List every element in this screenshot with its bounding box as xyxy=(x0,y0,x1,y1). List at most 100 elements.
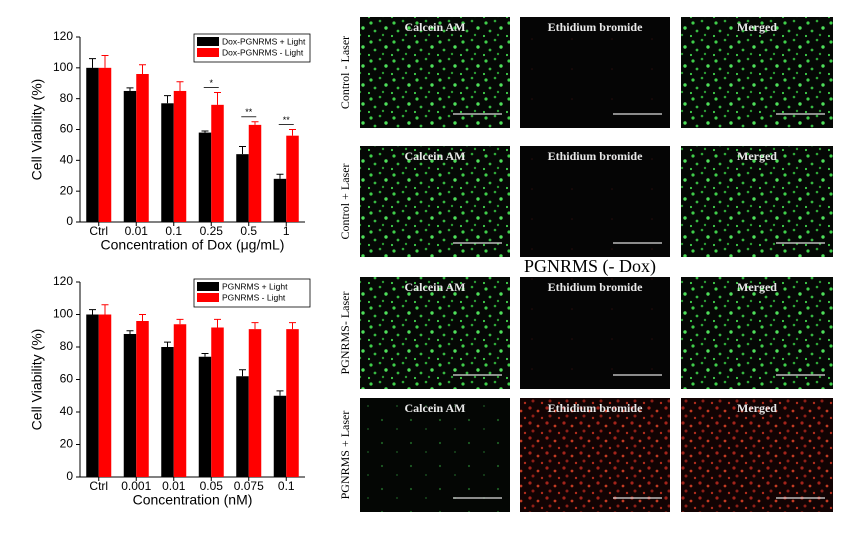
significance-mark: ** xyxy=(245,107,253,117)
legend-swatch xyxy=(197,48,219,57)
micrograph xyxy=(360,17,510,128)
bar xyxy=(86,67,99,222)
y-axis-label: Cell Viability (%) xyxy=(29,329,45,431)
error-bar xyxy=(289,322,296,330)
legend-swatch xyxy=(197,282,219,291)
y-tick-label: 100 xyxy=(53,60,73,74)
bar xyxy=(173,324,187,477)
bar xyxy=(136,74,149,222)
error-bar xyxy=(276,390,284,396)
bar xyxy=(236,376,249,477)
error-bar xyxy=(239,145,246,155)
error-bar xyxy=(101,55,109,68)
bar xyxy=(123,90,137,222)
panel-title: Calcein AM xyxy=(405,149,466,163)
bar xyxy=(136,321,149,477)
y-tick-label: 60 xyxy=(60,122,74,136)
bar xyxy=(86,314,99,477)
x-tick-label: 0.1 xyxy=(278,479,295,493)
error-bar xyxy=(139,64,146,74)
error-bar xyxy=(139,314,146,321)
y-tick-label: 80 xyxy=(60,91,74,105)
x-tick-label: 0.1 xyxy=(165,224,182,238)
micrograph xyxy=(520,277,670,389)
y-tick-label: 40 xyxy=(60,153,74,167)
y-tick-label: 120 xyxy=(53,29,73,43)
row-label: PGNRMS + Laser xyxy=(338,411,352,500)
error-bar xyxy=(276,173,284,179)
error-bar xyxy=(164,95,171,104)
micrograph xyxy=(360,146,510,257)
x-tick-label: 0.01 xyxy=(162,479,186,493)
micrograph xyxy=(681,398,833,512)
error-bar xyxy=(176,318,184,325)
panel-title: Ethidium bromide xyxy=(548,401,643,415)
x-axis-label: Concentration of Dox (μg/mL) xyxy=(101,237,285,253)
y-tick-label: 40 xyxy=(60,404,74,418)
error-bar xyxy=(176,81,184,91)
micrograph xyxy=(520,17,670,128)
bar xyxy=(161,347,174,477)
x-tick-label: Ctrl xyxy=(89,479,108,493)
x-tick-label: 1 xyxy=(283,224,290,238)
bar xyxy=(161,103,174,222)
error-bar xyxy=(201,353,209,357)
micrograph xyxy=(681,277,833,389)
legend-swatch xyxy=(197,293,219,302)
error-bar xyxy=(214,318,221,328)
micrograph xyxy=(681,17,833,128)
y-tick-label: 80 xyxy=(60,339,74,353)
panel-title: Merged xyxy=(737,280,777,294)
legend-swatch xyxy=(197,37,219,46)
panel-title: Ethidium bromide xyxy=(548,149,643,163)
y-tick-label: 0 xyxy=(66,214,73,228)
panel-title: Ethidium bromide xyxy=(548,20,643,34)
x-tick-label: 0.001 xyxy=(121,479,151,493)
significance-mark: * xyxy=(209,78,213,88)
y-tick-label: 100 xyxy=(53,307,73,321)
error-bar xyxy=(251,322,259,330)
bar xyxy=(248,124,262,222)
bar xyxy=(211,104,224,222)
bar xyxy=(236,154,249,222)
row-label: Control + Laser xyxy=(338,163,352,239)
error-bar xyxy=(89,58,96,68)
legend-label: PGNRMS + Light xyxy=(222,281,288,291)
y-tick-label: 20 xyxy=(60,183,74,197)
panel-title: Merged xyxy=(737,149,777,163)
bar xyxy=(248,329,262,477)
y-tick-label: 120 xyxy=(53,274,73,288)
micrograph xyxy=(520,146,670,257)
row-label: PGNRMS- Laser xyxy=(338,291,352,374)
error-bar xyxy=(239,369,246,377)
panel-title: Calcein AM xyxy=(405,280,466,294)
bar xyxy=(211,327,224,477)
bar xyxy=(123,334,137,477)
x-tick-label: 0.075 xyxy=(234,479,264,493)
micrograph xyxy=(520,398,670,512)
significance-mark: ** xyxy=(283,115,291,125)
legend-label: PGNRMS - Light xyxy=(222,292,286,302)
error-bar xyxy=(201,130,209,133)
bar xyxy=(98,314,112,477)
micrograph xyxy=(360,277,510,389)
x-axis-label: Concentration (nM) xyxy=(133,492,253,508)
y-axis-label: Cell Viability (%) xyxy=(29,79,45,181)
bar xyxy=(198,132,212,222)
bar xyxy=(173,90,187,222)
error-bar xyxy=(126,330,134,334)
y-tick-label: 0 xyxy=(66,469,73,483)
error-bar xyxy=(89,309,96,315)
error-bar xyxy=(289,129,296,136)
legend-label: Dox-PGNRMS + Light xyxy=(222,36,306,46)
x-tick-label: 0.01 xyxy=(125,224,149,238)
bar xyxy=(286,135,299,222)
error-bar xyxy=(101,304,109,315)
panel-title: Merged xyxy=(737,401,777,415)
panel-title: Calcein AM xyxy=(405,401,466,415)
micrograph xyxy=(681,146,833,257)
x-tick-label: Ctrl xyxy=(89,224,108,238)
error-bar xyxy=(126,87,134,91)
